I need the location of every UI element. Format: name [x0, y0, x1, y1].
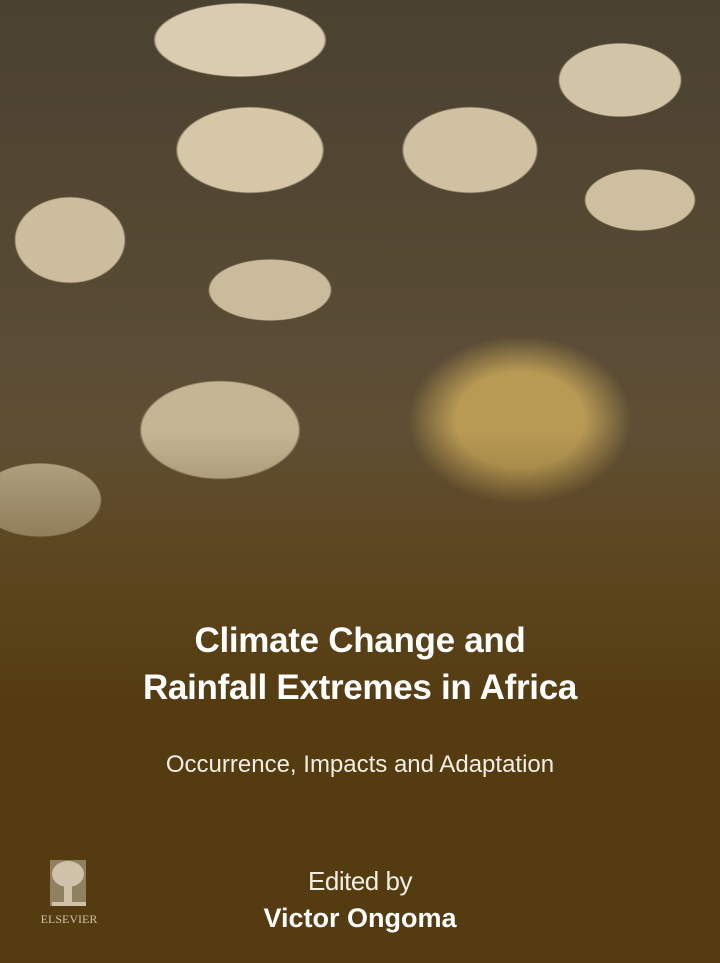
photo-fade — [0, 430, 720, 710]
elsevier-logo: ELSEVIER — [38, 858, 100, 927]
title-line-2: Rainfall Extremes in Africa — [142, 668, 578, 707]
title-line-1: Climate Change and — [194, 621, 526, 660]
edited-by-label: Edited by — [308, 866, 412, 896]
editor-name: Victor Ongoma — [263, 903, 457, 933]
elsevier-tree-icon — [50, 860, 86, 906]
book-title: Climate Change and Rainfall Extremes in … — [0, 617, 720, 711]
book-subtitle: Occurrence, Impacts and Adaptation — [165, 751, 555, 778]
publisher-name: ELSEVIER — [40, 912, 98, 926]
